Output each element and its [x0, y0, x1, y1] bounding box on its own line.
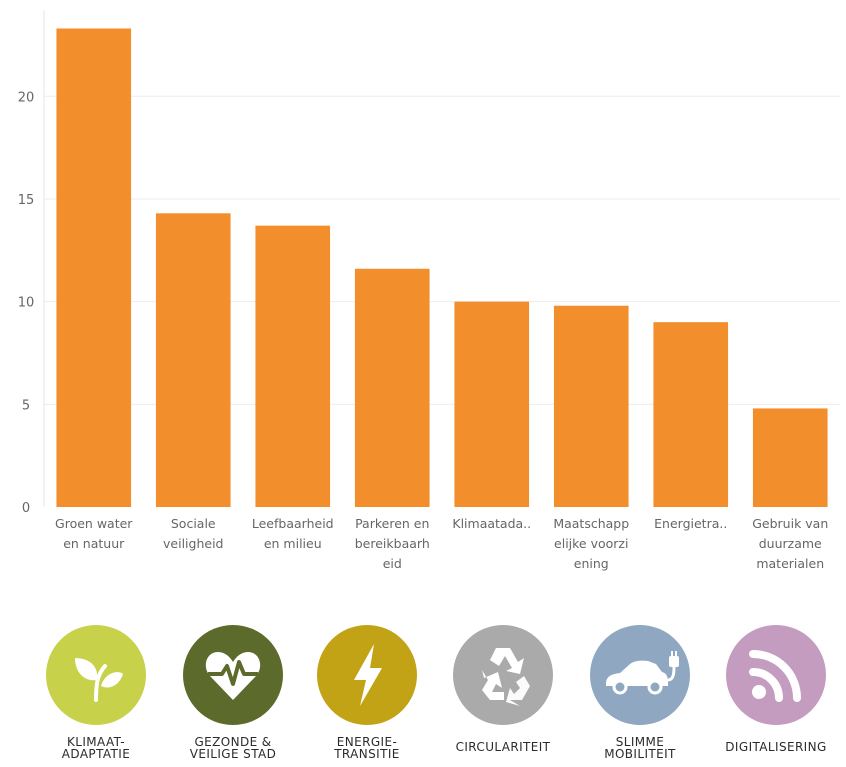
- theme-label-line: SLIMME: [615, 735, 665, 749]
- theme-icons-row: KLIMAAT- ADAPTATIE GEZONDE & VEILIGE STA…: [0, 625, 846, 767]
- theme-klimaat-adaptatie: KLIMAAT- ADAPTATIE: [26, 625, 166, 760]
- leaf-icon: [46, 625, 146, 725]
- theme-label-line: TRANSITIE: [334, 747, 400, 761]
- theme-slimme-mobiliteit: SLIMME MOBILITEIT: [570, 625, 710, 760]
- y-tick-label: 20: [18, 90, 35, 105]
- x-category-label: Parkeren en bereikbaarh eid: [355, 516, 430, 571]
- x-category-label: Energietra..: [654, 516, 727, 531]
- heart-pulse-icon: [183, 625, 283, 725]
- theme-digitalisering: DIGITALISERING: [706, 625, 846, 753]
- bar: [553, 305, 629, 507]
- theme-label-line: ENERGIE-: [336, 735, 398, 749]
- lightning-icon: [317, 625, 417, 725]
- theme-label-line: CIRCULARITEIT: [455, 740, 551, 754]
- theme-energie-transitie: ENERGIE- TRANSITIE: [297, 625, 437, 760]
- bar: [155, 213, 231, 507]
- x-category-label: Groen water en natuur: [55, 516, 133, 551]
- theme-label-line: VEILIGE STAD: [189, 747, 277, 761]
- y-tick-label: 15: [18, 193, 35, 208]
- bar-chart: 0 5 10 15 20 Groen water en natuur Sociale veili…: [18, 10, 840, 571]
- wifi-signal-icon: [726, 625, 826, 725]
- electric-car-icon: [590, 625, 690, 725]
- theme-circulariteit: CIRCULARITEIT: [433, 625, 573, 753]
- bar: [255, 225, 331, 507]
- x-category-label: Maatschapp elijke voorzi ening: [553, 516, 629, 571]
- bar: [752, 408, 828, 507]
- x-category-label: Sociale veiligheid: [163, 516, 223, 551]
- x-category-label: Gebruik van duurzame materialen: [752, 516, 828, 571]
- bar: [354, 268, 430, 507]
- theme-label-line: ADAPTATIE: [61, 747, 131, 761]
- theme-gezonde-veilige-stad: GEZONDE & VEILIGE STAD: [163, 625, 303, 760]
- theme-label-line: DIGITALISERING: [725, 740, 827, 754]
- y-tick-label: 0: [22, 501, 30, 516]
- theme-label-line: MOBILITEIT: [604, 747, 676, 761]
- x-category-label: Klimaatada..: [452, 516, 531, 531]
- bar: [653, 322, 729, 507]
- y-tick-label: 5: [22, 398, 30, 413]
- theme-label-line: KLIMAAT-: [66, 735, 126, 749]
- y-tick-label: 10: [18, 296, 35, 311]
- bar: [56, 28, 132, 508]
- recycle-icon: [453, 625, 553, 725]
- x-category-label: Leefbaarheid en milieu: [252, 516, 334, 551]
- bar: [454, 301, 530, 507]
- theme-label-line: GEZONDE &: [194, 735, 272, 749]
